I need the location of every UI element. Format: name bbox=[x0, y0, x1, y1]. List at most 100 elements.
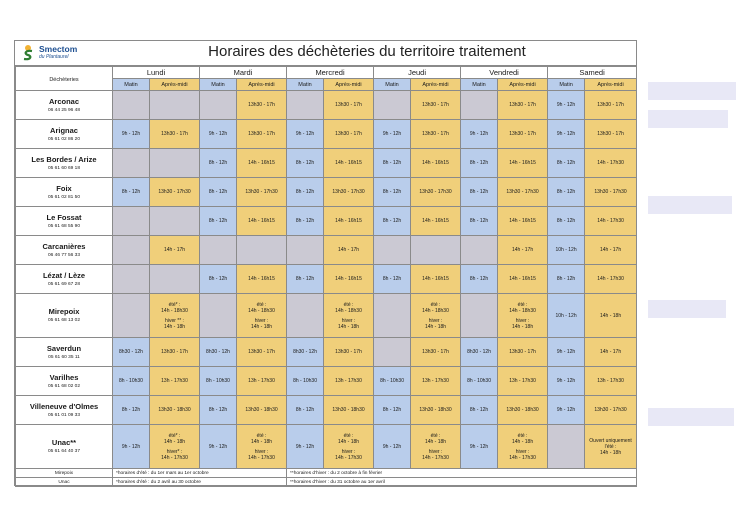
afternoon-slot: 14h - 17h bbox=[148, 235, 201, 265]
schedule-sheet: Smectom du Plantaurel Horaires des déchè… bbox=[14, 40, 638, 487]
afternoon-slot: été :14h - 18h30 hiver :14h - 18h bbox=[410, 293, 462, 338]
afternoon-slot: été :14h - 18h hiver :14h - 17h30 bbox=[410, 424, 462, 469]
morning-slot: 8h - 12h bbox=[373, 264, 412, 294]
closed-slot bbox=[460, 90, 499, 120]
morning-slot: 9h - 12h bbox=[286, 119, 325, 149]
site-name-cell: Foix 05 61 02 81 50 bbox=[15, 177, 113, 207]
site-name: Le Fossat bbox=[46, 212, 82, 222]
season-hours: été* : bbox=[168, 301, 181, 308]
afternoon-slot: 13h30 - 17h bbox=[323, 119, 375, 149]
corner-cell: Déchèteries bbox=[15, 66, 113, 91]
closed-slot bbox=[112, 264, 150, 294]
afternoon-slot: 13h30 - 17h bbox=[584, 119, 638, 149]
season-hours: 14h - 18h bbox=[163, 323, 186, 330]
closed-slot bbox=[199, 293, 238, 338]
season-hours: été : bbox=[517, 301, 528, 308]
afternoon-slot: 14h - 16h15 bbox=[410, 148, 462, 178]
site-phone: 05 61 68 13 02 bbox=[47, 318, 80, 323]
site-row: Carcanières 06 46 77 56 33 14h - 17h 14h - … bbox=[15, 235, 638, 265]
afternoon-slot: 14h - 16h15 bbox=[410, 264, 462, 294]
schedule-table: Déchèteries Lundi Mardi Mercredi Jeudi Vendre… bbox=[15, 66, 638, 487]
site-name: Unac** bbox=[51, 438, 77, 447]
afternoon-slot: 14h - 16h15 bbox=[323, 264, 375, 294]
afternoon-slot: 13h - 17h30 bbox=[236, 366, 288, 396]
morning-slot: 8h - 12h bbox=[286, 264, 325, 294]
site-row: Unac** 05 61 64 40 37 9h - 12h été* :14h - … bbox=[15, 424, 638, 469]
morning-slot: 9h - 12h bbox=[112, 424, 150, 469]
site-phone: 05 61 01 09 33 bbox=[47, 412, 80, 418]
afternoon-slot: 14h - 16h15 bbox=[410, 206, 462, 236]
day-header-lundi: Lundi bbox=[111, 66, 201, 79]
season-hours: 14h - 17h30 bbox=[335, 454, 362, 461]
season-hours: 14h - 18h30 bbox=[509, 307, 536, 314]
afternoon-slot: 14h - 16h15 bbox=[236, 206, 288, 236]
morning-slot: 9h - 12h bbox=[460, 424, 499, 469]
footnote-winter: **horaires d'hiver : du 2 octobre à fin … bbox=[286, 468, 638, 478]
site-row: Le Fossat 05 61 68 55 90 8h - 12h 14h - 16h… bbox=[15, 206, 638, 236]
morning-slot: 8h - 12h bbox=[460, 177, 499, 207]
afternoon-slot: 13h30 - 17h bbox=[497, 337, 549, 367]
closed-slot bbox=[112, 235, 150, 265]
site-name: Mirepoix bbox=[48, 307, 80, 316]
site-phone: 06 44 25 96 48 bbox=[47, 107, 80, 113]
afternoon-slot: 14h - 17h bbox=[584, 235, 638, 265]
season-hours: hiver : bbox=[341, 448, 356, 455]
closed-slot bbox=[286, 293, 325, 338]
afternoon-slot: 13h - 17h30 bbox=[323, 366, 375, 396]
afternoon-slot: 13h30 - 18h30 bbox=[236, 395, 288, 425]
morning-slot: 9h - 12h bbox=[286, 424, 325, 469]
morning-slot: 9h - 12h bbox=[199, 424, 238, 469]
afternoon-slot: 13h30 - 18h30 bbox=[323, 395, 375, 425]
afternoon-slot: été :14h - 18h30 hiver :14h - 18h bbox=[497, 293, 549, 338]
morning-header: Matin bbox=[460, 78, 499, 91]
scan-artifact bbox=[648, 300, 726, 318]
season-hours: hiver : bbox=[254, 448, 269, 455]
site-name: Arconac bbox=[48, 96, 79, 106]
site-row: Saverdun 05 61 60 35 11 8h30 - 12h 13h30 - … bbox=[15, 337, 638, 367]
closed-slot bbox=[148, 264, 201, 294]
afternoon-slot: 13h30 - 17h30 bbox=[148, 177, 201, 207]
footnote-summer: *horaires d'été : du 1er mars au 1er oct… bbox=[111, 468, 288, 478]
footnote-winter: **horaires d'hiver : du 31 octobre au 1e… bbox=[286, 477, 638, 487]
site-name: Carcanières bbox=[42, 241, 86, 251]
site-phone: 05 61 60 35 11 bbox=[48, 354, 80, 360]
afternoon-slot: 13h30 - 17h30 bbox=[584, 177, 638, 207]
site-name: Saverdun bbox=[46, 343, 82, 353]
afternoon-slot: 14h - 16h15 bbox=[323, 206, 375, 236]
logo-subtitle: du Plantaurel bbox=[39, 54, 69, 60]
afternoon-slot: 13h30 - 17h bbox=[236, 90, 288, 120]
season-hours: hiver* : bbox=[166, 448, 183, 455]
morning-slot: 8h - 12h bbox=[547, 264, 586, 294]
afternoon-slot: 13h30 - 17h30 bbox=[410, 177, 462, 207]
morning-slot: 10h - 12h bbox=[547, 235, 586, 265]
afternoon-slot: 13h30 - 17h bbox=[410, 119, 462, 149]
afternoon-slot: été* :14h - 18h hiver* :14h - 17h30 bbox=[148, 424, 201, 469]
afternoon-slot: 13h30 - 17h bbox=[148, 337, 201, 367]
morning-slot: 8h - 10h30 bbox=[199, 366, 238, 396]
site-phone: 05 61 68 02 02 bbox=[47, 383, 80, 389]
season-hours: 14h - 18h bbox=[250, 438, 273, 445]
morning-slot: 8h - 12h bbox=[112, 395, 150, 425]
morning-header: Matin bbox=[373, 78, 412, 91]
season-hours: 14h - 18h bbox=[424, 323, 447, 330]
morning-slot: 9h - 12h bbox=[373, 119, 412, 149]
afternoon-slot: 13h30 - 18h30 bbox=[497, 395, 549, 425]
afternoon-slot: 13h30 - 17h bbox=[410, 337, 462, 367]
season-hours: hiver : bbox=[515, 448, 530, 455]
morning-slot: 8h - 12h bbox=[460, 264, 499, 294]
season-hours: 14h - 17h30 bbox=[248, 454, 275, 461]
morning-slot: 9h - 12h bbox=[547, 90, 586, 120]
smectom-logo: Smectom du Plantaurel bbox=[19, 43, 107, 63]
afternoon-slot: 13h30 - 17h bbox=[497, 119, 549, 149]
morning-slot: 8h - 10h30 bbox=[373, 366, 412, 396]
season-hours: hiver : bbox=[515, 317, 530, 324]
afternoon-slot: été* :14h - 18h30 hiver ** :14h - 18h bbox=[148, 293, 201, 338]
site-name-cell: Mirepoix 05 61 68 13 02 bbox=[15, 293, 113, 338]
closed-slot bbox=[286, 235, 325, 265]
closed-slot bbox=[112, 148, 150, 178]
footnote-row: Unac *horaires d'été : du 2 avril au 30 o… bbox=[15, 477, 638, 487]
season-hours: été* : bbox=[168, 432, 181, 439]
site-name-cell: Les Bordes / Arize 05 61 60 69 18 bbox=[15, 148, 113, 178]
morning-slot: 8h - 12h bbox=[373, 206, 412, 236]
site-name: Les Bordes / Arize bbox=[31, 154, 97, 164]
